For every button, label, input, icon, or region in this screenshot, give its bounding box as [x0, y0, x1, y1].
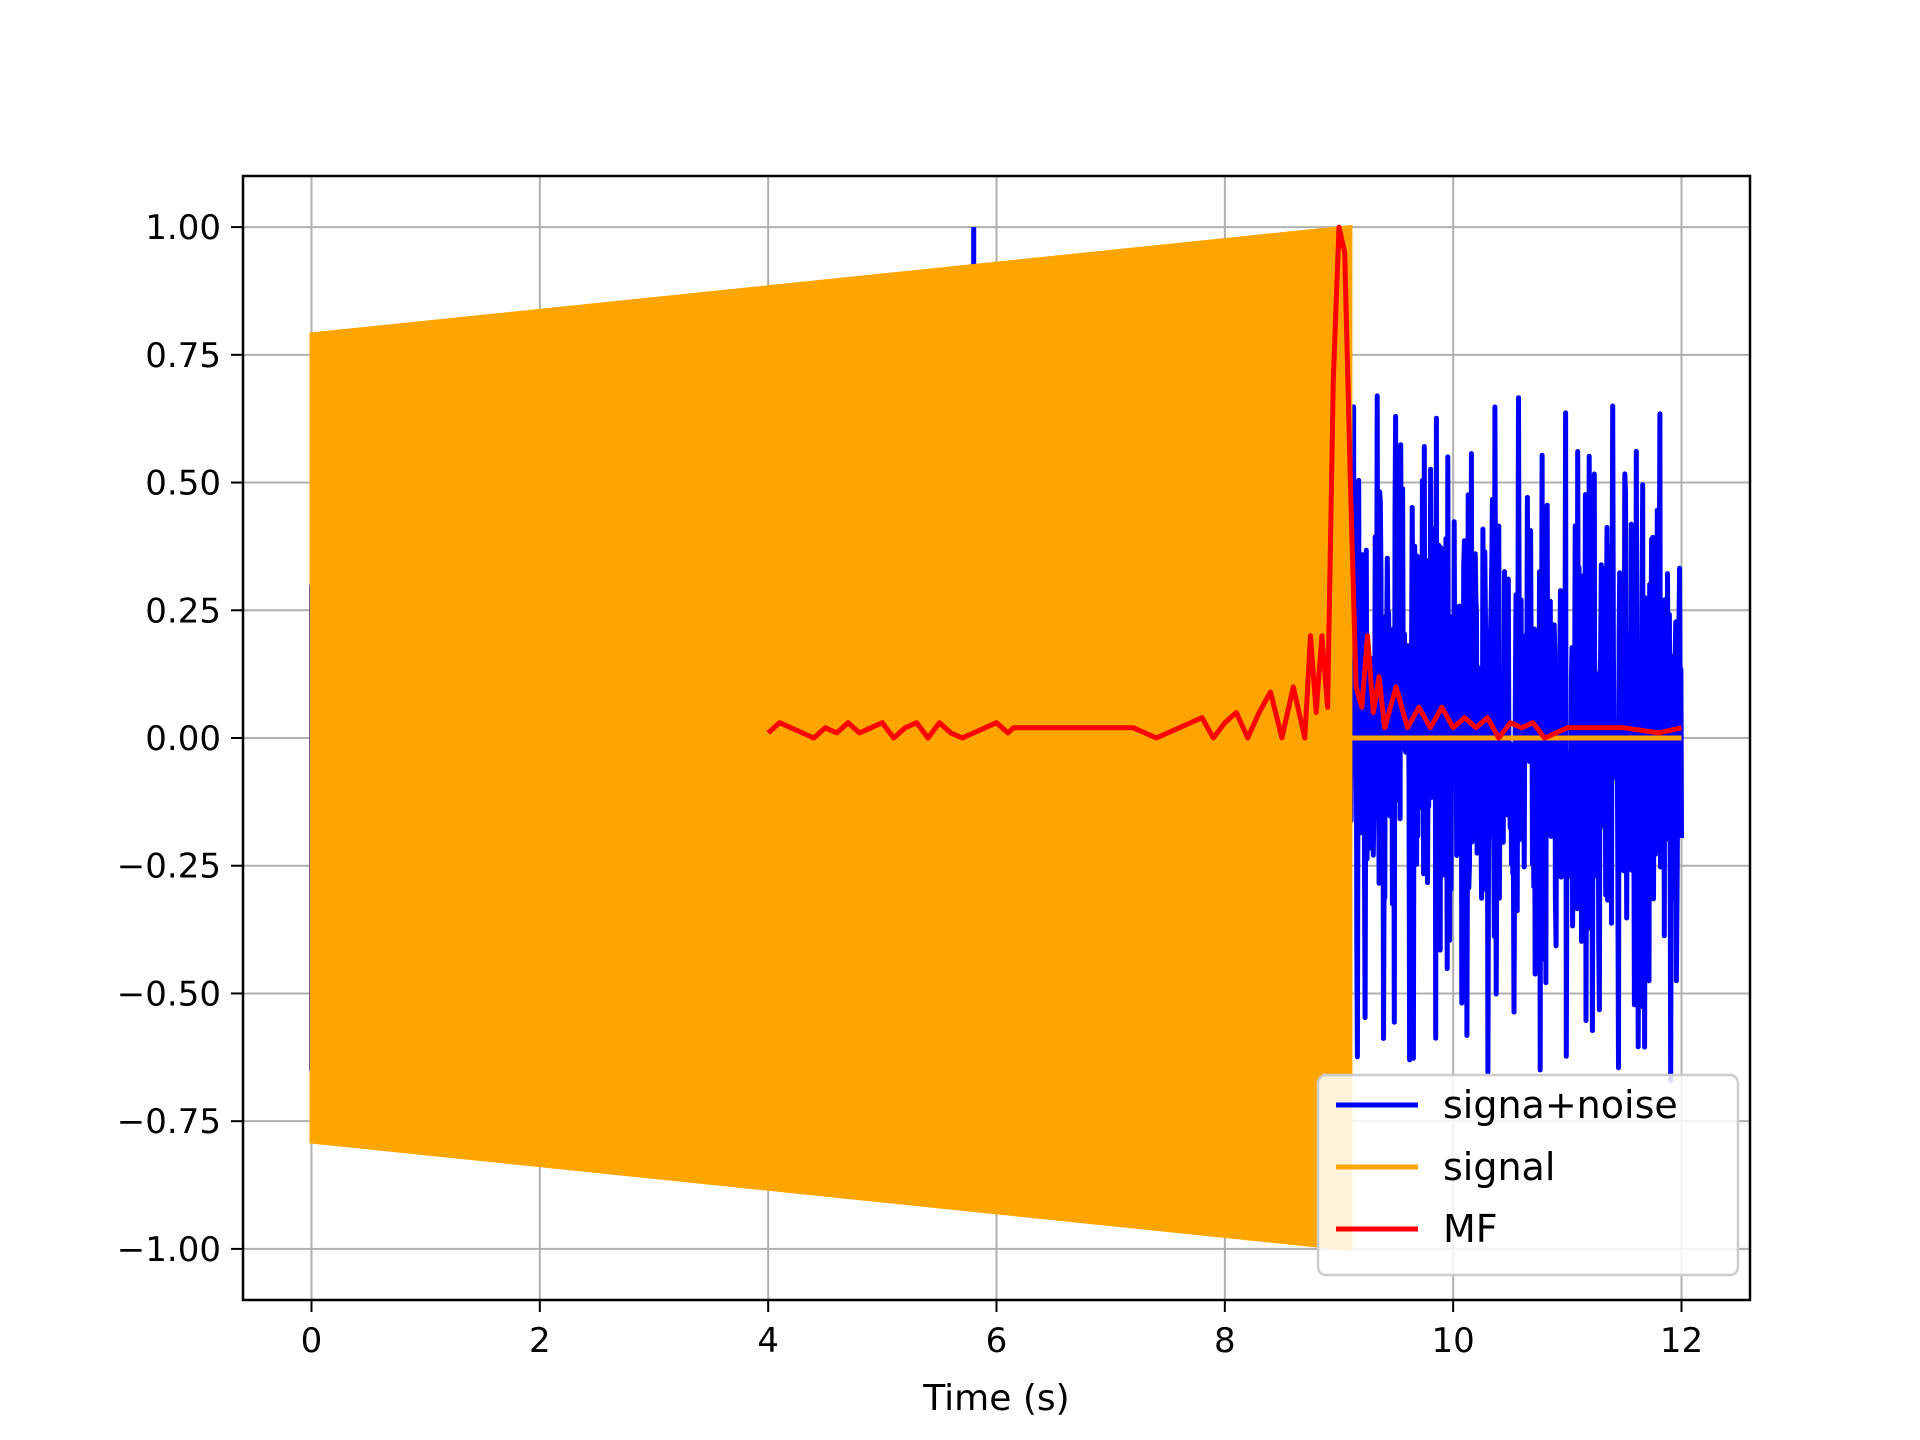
x-axis-label: Time (s)	[922, 1378, 1069, 1419]
x-tick-label: 12	[1660, 1321, 1703, 1361]
legend-box	[1316, 1073, 1740, 1277]
y-tick-label: 1.00	[145, 208, 221, 248]
x-tick-label: 2	[529, 1321, 551, 1361]
x-tick-label: 10	[1432, 1321, 1475, 1361]
y-tick-label: −0.75	[117, 1102, 221, 1142]
y-tick-label: 0.75	[145, 336, 221, 376]
x-tick-label: 6	[986, 1321, 1008, 1361]
series-signal-band	[309, 224, 1353, 1252]
plot-area: 0 2 4 6 8 10 12 1.00 0.75 0.50 0.25 0.00 −0.25 −0.50 −…	[117, 174, 1752, 1419]
legend: signa+noise signal MF	[1316, 1073, 1740, 1277]
series-mf-line	[766, 224, 1683, 741]
legend-label-2: MF	[1443, 1207, 1498, 1251]
y-tick-label: 0.00	[145, 719, 221, 759]
y-tick-label: −0.25	[117, 847, 221, 887]
legend-label-1: signal	[1443, 1145, 1555, 1189]
y-tick-label: −0.50	[117, 974, 221, 1014]
x-tick-label: 4	[757, 1321, 779, 1361]
y-tick-label: 0.25	[145, 591, 221, 631]
x-tick-label: 0	[301, 1321, 323, 1361]
y-tick-label: 0.50	[145, 464, 221, 504]
data-layer	[309, 224, 1684, 1252]
y-tick-label: −1.00	[117, 1230, 221, 1270]
x-tick-label: 8	[1214, 1321, 1236, 1361]
legend-label-0: signa+noise	[1443, 1083, 1678, 1127]
